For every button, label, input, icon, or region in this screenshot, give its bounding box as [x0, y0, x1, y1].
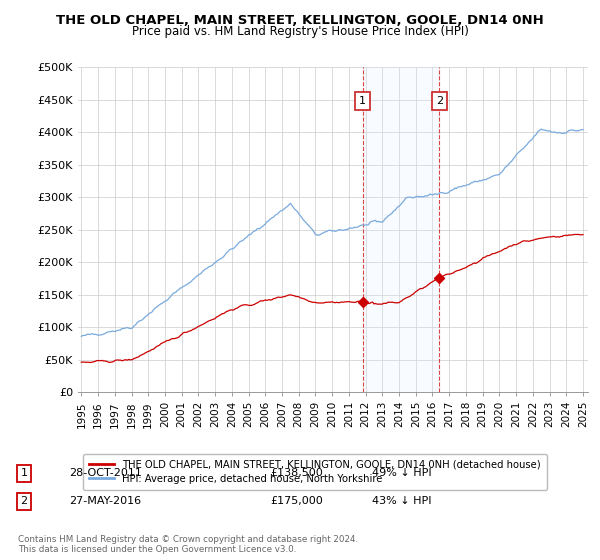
- Legend: THE OLD CHAPEL, MAIN STREET, KELLINGTON, GOOLE, DN14 0NH (detached house), HPI: : THE OLD CHAPEL, MAIN STREET, KELLINGTON,…: [83, 454, 547, 490]
- Text: 27-MAY-2016: 27-MAY-2016: [69, 496, 141, 506]
- Text: £175,000: £175,000: [270, 496, 323, 506]
- Text: Contains HM Land Registry data © Crown copyright and database right 2024.
This d: Contains HM Land Registry data © Crown c…: [18, 535, 358, 554]
- Text: £138,500: £138,500: [270, 468, 323, 478]
- Bar: [363, 67, 439, 392]
- Text: 1: 1: [359, 96, 366, 106]
- Text: 2: 2: [436, 96, 443, 106]
- Text: THE OLD CHAPEL, MAIN STREET, KELLINGTON, GOOLE, DN14 0NH: THE OLD CHAPEL, MAIN STREET, KELLINGTON,…: [56, 14, 544, 27]
- Text: 2: 2: [20, 496, 28, 506]
- Text: 43% ↓ HPI: 43% ↓ HPI: [372, 496, 431, 506]
- Text: 1: 1: [20, 468, 28, 478]
- Text: 28-OCT-2011: 28-OCT-2011: [69, 468, 142, 478]
- Text: 49% ↓ HPI: 49% ↓ HPI: [372, 468, 431, 478]
- Text: Price paid vs. HM Land Registry's House Price Index (HPI): Price paid vs. HM Land Registry's House …: [131, 25, 469, 38]
